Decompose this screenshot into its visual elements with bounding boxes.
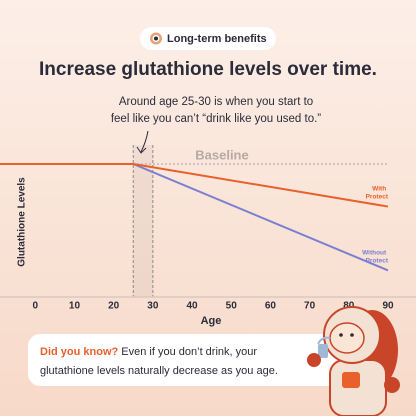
x-tick-label: 50 xyxy=(226,301,238,312)
x-tick-label: 80 xyxy=(343,301,355,312)
x-tick-label: 40 xyxy=(186,301,198,312)
x-tick-label: 70 xyxy=(304,301,316,312)
callout-line: Even if you don’t drink, your xyxy=(118,346,257,358)
x-tick-label: 10 xyxy=(69,301,81,312)
x-tick-label: 90 xyxy=(382,301,394,312)
annotation: feel like you can’t “drink like you used… xyxy=(111,113,321,125)
callout-box xyxy=(28,334,340,386)
badge-label: Long-term benefits xyxy=(167,33,267,45)
badge xyxy=(140,27,276,50)
plot: 0 10 20 30 40 50 60 70 80 90 Baseline Without Prote… xyxy=(0,145,416,312)
callout-line: glutathione levels naturally decrease as… xyxy=(40,365,278,377)
legend-label: With Protect xyxy=(366,185,389,200)
badge-icon xyxy=(150,32,162,45)
baseline-label: Baseline xyxy=(195,147,248,162)
x-tick-label: 30 xyxy=(147,301,159,312)
x-axis-label: Age xyxy=(201,315,222,327)
annotation-arrow xyxy=(136,130,149,154)
series-line xyxy=(0,163,389,208)
x-tick-label: 20 xyxy=(108,301,120,312)
highlight-band xyxy=(133,145,153,297)
y-axis-label: Glutathione Levels xyxy=(17,177,28,267)
x-tick-label: 60 xyxy=(265,301,277,312)
legend-label: Without Protect xyxy=(362,249,389,264)
callout-text: Did you know? Even if you don’t drink, y… xyxy=(40,346,257,358)
x-tick-label: 0 xyxy=(32,301,38,312)
callout-highlight: Did you know? xyxy=(40,346,119,358)
annotation: Around age 25-30 is when you start to xyxy=(119,96,313,108)
astronaut-illustration xyxy=(307,306,400,416)
chart-title: Increase glutathione levels over time. xyxy=(39,59,377,80)
